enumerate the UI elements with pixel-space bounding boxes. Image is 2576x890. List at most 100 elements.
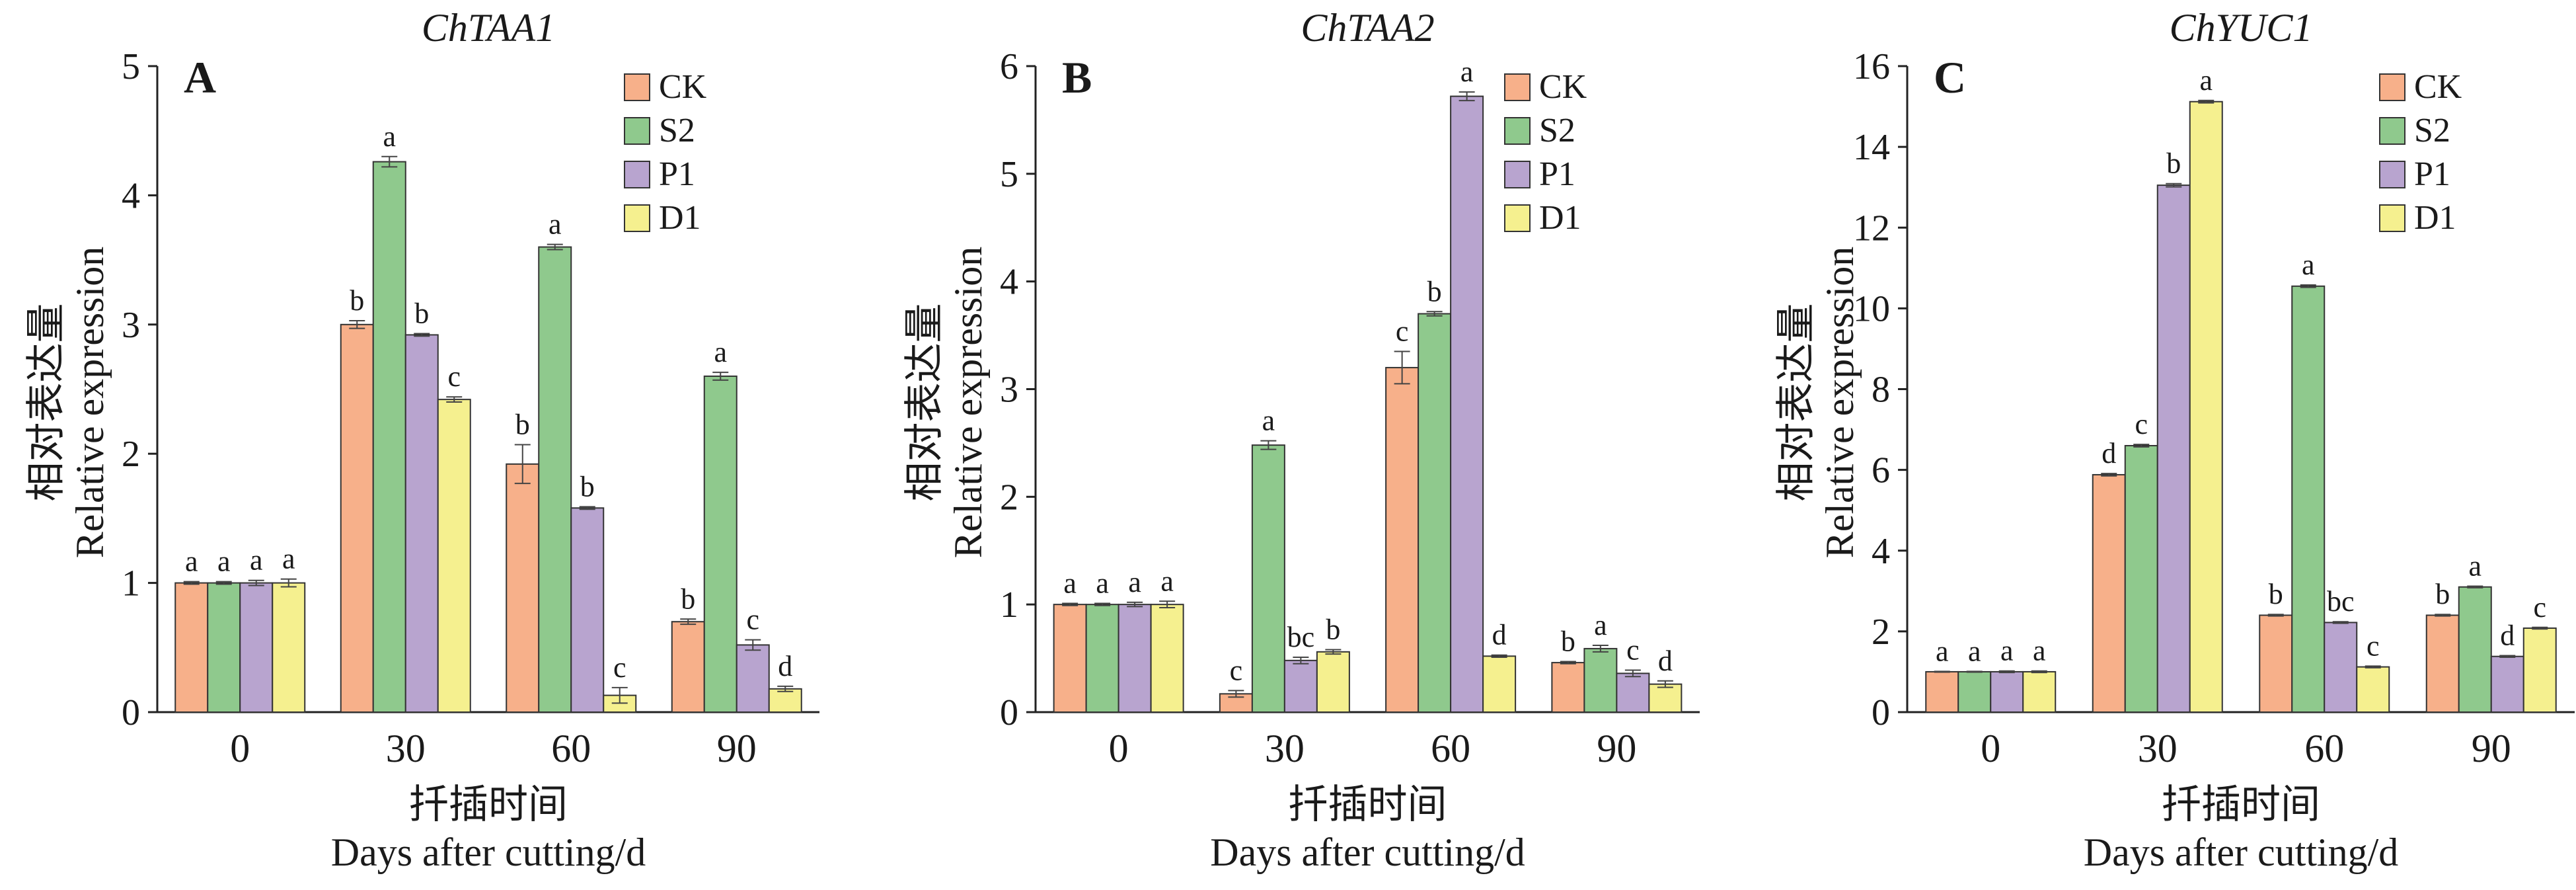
y-axis-title: Relative expression: [946, 247, 990, 559]
bar-ck-0: [174, 582, 209, 713]
significance-letter: c: [1230, 654, 1243, 686]
significance-letter: a: [1594, 609, 1607, 641]
y-tick-label: 14: [1853, 127, 1890, 168]
significance-letter: b: [414, 297, 429, 329]
y-tick-label: 5: [122, 46, 140, 87]
significance-letter: b: [2166, 147, 2181, 180]
legend-label: D1: [659, 199, 701, 237]
bar-s2-90: [1583, 647, 1618, 713]
legend-swatch-p1: [2379, 161, 2406, 188]
significance-letter: bc: [1287, 621, 1315, 653]
bar-s2-60: [2291, 285, 2326, 713]
x-axis-title: Days after cutting/d: [1210, 830, 1525, 874]
y-tick-label: 8: [1872, 370, 1890, 411]
bar-s2-30: [2124, 444, 2158, 713]
x-axis-title: Days after cutting/d: [331, 830, 646, 874]
significance-letter: d: [2500, 620, 2515, 652]
legend-swatch-s2: [2379, 117, 2406, 145]
x-axis-title-cn: 扦插时间: [2162, 783, 2320, 827]
y-tick-label: 3: [122, 305, 140, 346]
bar-d1-90: [1648, 683, 1683, 713]
significance-letter: c: [613, 651, 626, 684]
legend-label: D1: [2414, 199, 2456, 237]
significance-letter: a: [1262, 405, 1275, 437]
legend-swatch-ck: [624, 73, 650, 101]
significance-letter: a: [1128, 566, 1141, 598]
x-tick-label: 30: [386, 727, 426, 770]
significance-letter: a: [1968, 635, 1981, 667]
bar-p1-90: [2490, 655, 2524, 713]
bar-p1-30: [2156, 184, 2191, 713]
significance-letter: c: [1396, 315, 1409, 348]
panel-letter: A: [184, 52, 216, 102]
x-tick-label: 0: [1981, 727, 2000, 770]
significance-letter: a: [2000, 635, 2014, 667]
bar-d1-0: [272, 582, 306, 713]
y-tick-label: 0: [1000, 692, 1018, 733]
legend: CK S2 P1 D1: [624, 68, 707, 237]
y-tick-label: 1: [1000, 585, 1018, 626]
x-tick-label: 0: [230, 727, 250, 770]
panel-letter: B: [1062, 52, 1092, 102]
significance-letter: b: [2269, 578, 2283, 610]
significance-letter: a: [185, 546, 198, 578]
panel-title: ChTAA1: [422, 6, 555, 50]
panel-title: ChTAA2: [1301, 6, 1434, 50]
bar-d1-60: [1482, 655, 1517, 713]
legend-swatch-d1: [1504, 204, 1531, 232]
x-tick-label: 90: [2472, 727, 2511, 770]
bar-p1-0: [1118, 604, 1152, 713]
bar-ck-90: [2425, 614, 2460, 713]
significance-letter: d: [778, 650, 792, 682]
x-axis-title-cn: 扦插时间: [1289, 783, 1447, 827]
legend-swatch-p1: [1504, 161, 1531, 188]
bar-ck-60: [506, 463, 540, 713]
legend-swatch-d1: [2379, 204, 2406, 232]
significance-letter: a: [1936, 635, 1949, 667]
bar-ck-90: [1551, 662, 1585, 713]
y-tick-label: 2: [1000, 477, 1018, 518]
legend-label: S2: [1539, 112, 1575, 149]
significance-letter: a: [1160, 565, 1174, 597]
significance-letter: a: [250, 544, 263, 577]
significance-letter: a: [1460, 56, 1474, 88]
bar-d1-30: [2189, 101, 2223, 713]
legend: CK S2 P1 D1: [1504, 68, 1587, 237]
y-axis-title: Relative expression: [68, 247, 112, 559]
significance-letter: c: [746, 604, 759, 636]
legend-label: CK: [659, 68, 707, 106]
significance-letter: b: [515, 409, 530, 441]
bar-ck-60: [1385, 366, 1420, 713]
legend-label: D1: [1539, 199, 1581, 237]
legend-swatch-ck: [2379, 73, 2406, 101]
significance-letter: a: [549, 208, 562, 241]
bar-p1-0: [1990, 670, 2024, 713]
legend-swatch-s2: [1504, 117, 1531, 145]
bar-d1-30: [1316, 651, 1350, 713]
significance-letter: d: [1658, 645, 1673, 677]
bar-p1-90: [736, 644, 770, 713]
significance-letter: a: [714, 336, 727, 368]
x-tick-label: 0: [1109, 727, 1129, 770]
significance-letter: b: [350, 284, 364, 317]
significance-letter: bc: [2327, 585, 2355, 618]
bar-d1-90: [2522, 627, 2557, 713]
legend: CK S2 P1 D1: [2379, 68, 2462, 237]
bar-s2-90: [2458, 586, 2492, 713]
legend-label: P1: [2414, 155, 2450, 193]
bar-ck-60: [2259, 614, 2293, 713]
significance-letter: a: [217, 546, 231, 578]
bar-s2-60: [1418, 313, 1452, 713]
bar-ck-30: [2092, 473, 2126, 713]
bar-s2-0: [207, 582, 241, 713]
bar-d1-60: [2356, 666, 2390, 713]
bar-s2-30: [1251, 444, 1285, 713]
bar-ck-30: [340, 323, 374, 713]
x-tick-label: 60: [1431, 727, 1470, 770]
legend-swatch-p1: [624, 161, 650, 188]
y-axis-title-cn: 相对表达量: [903, 303, 946, 502]
